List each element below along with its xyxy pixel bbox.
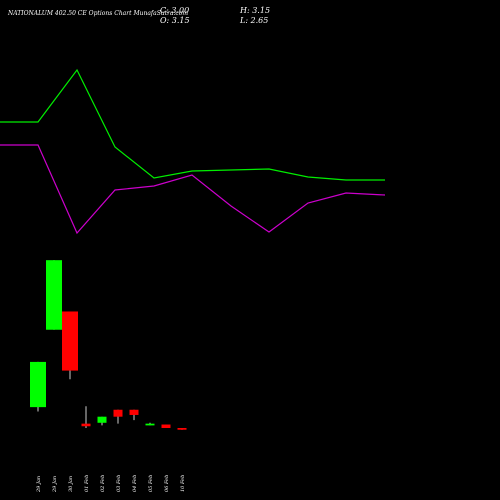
candle-body-6 (113, 409, 123, 417)
x-tick-label-2: 29 Jan (52, 476, 58, 493)
x-tick-label-9: 06 Feb (164, 475, 170, 492)
candle-body-1 (30, 361, 46, 408)
indicator-line-2 (0, 144, 386, 235)
x-tick-label-4: 01 Feb (84, 475, 90, 492)
x-tick-label-8: 05 Feb (148, 475, 154, 492)
chart-title: NATIONALUM 402.50 CE Options Chart Munaf… (8, 10, 189, 17)
x-tick-label-5: 02 Feb (100, 475, 106, 492)
indicator-line-1 (0, 68, 385, 181)
close-value: C: 3.00 (160, 6, 190, 15)
high-value: H: 3.15 (240, 6, 271, 15)
x-tick-label-10: 10 Feb (180, 475, 186, 492)
x-tick-label-6: 03 Feb (116, 475, 122, 492)
candle-body-8 (145, 423, 155, 426)
x-tick-label-3: 30 Jan (68, 476, 74, 492)
candle-body-4 (81, 423, 91, 427)
candle-body-2 (46, 260, 62, 330)
candle-body-7 (129, 409, 139, 415)
x-tick-label-7: 04 Feb (132, 475, 138, 492)
x-tick-label-1: 29 Jan (36, 476, 42, 493)
candle-body-10 (177, 428, 187, 430)
candle-body-3 (62, 311, 78, 371)
candle-body-5 (97, 416, 107, 423)
open-value: O: 3.15 (160, 16, 190, 25)
low-value: L: 2.65 (240, 16, 269, 25)
candle-body-9 (161, 424, 171, 428)
